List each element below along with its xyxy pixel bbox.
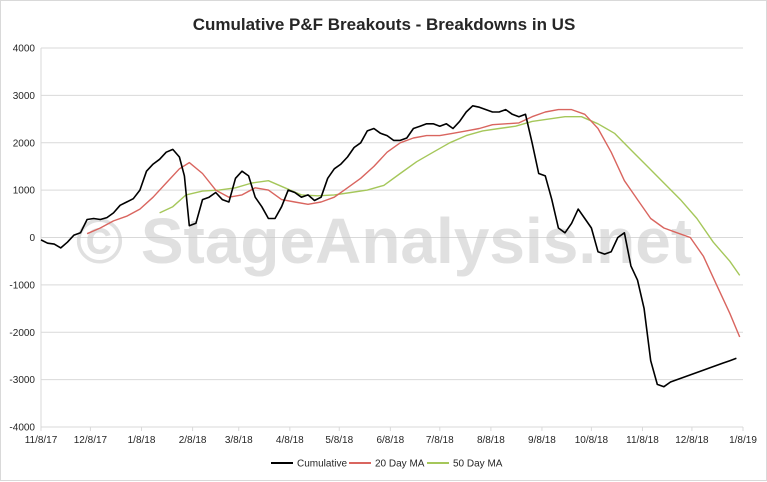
y-tick-label: 4000 [13,44,36,55]
legend-label-cumulative: Cumulative [297,459,347,470]
x-tick-label: 9/8/18 [528,435,556,446]
y-tick-label: 3000 [13,91,36,102]
y-tick-label: -4000 [9,423,35,434]
x-tick-label: 11/8/17 [25,435,58,446]
axes [40,48,744,431]
y-tick-label: 1000 [13,186,36,197]
series-line-cumulative [40,105,737,388]
y-tick-label: -2000 [9,328,35,339]
y-tick-label: -3000 [9,375,35,386]
x-tick-label: 2/8/18 [179,435,207,446]
legend: Cumulative 20 Day MA 50 Day MA [271,459,503,470]
x-tick-label: 1/8/18 [128,435,156,446]
x-tick-label: 1/8/19 [729,435,757,446]
x-tick-label: 12/8/18 [675,435,709,446]
series-line-50-day-ma [159,115,741,276]
series-line-20-day-ma [86,108,741,338]
y-tick-label: 2000 [13,138,36,149]
y-axis-tick-labels: 4000 3000 2000 1000 0 -1000 -2000 -3000 -4000 [9,44,35,434]
y-tick-label: -1000 [9,280,35,291]
series-lines [40,105,741,388]
x-tick-label: 11/8/18 [626,435,659,446]
x-axis-tick-labels: 11/8/17 12/8/17 1/8/18 2/8/18 3/8/18 4/8/18 5/… [25,435,758,446]
x-tick-label: 3/8/18 [225,435,253,446]
legend-label-20-day-ma: 20 Day MA [375,459,425,470]
x-tick-label: 6/8/18 [376,435,404,446]
x-tick-label: 8/8/18 [477,435,505,446]
x-tick-label: 7/8/18 [426,435,454,446]
x-tick-label: 10/8/18 [575,435,609,446]
x-tick-label: 4/8/18 [276,435,304,446]
watermark-text: © StageAnalysis.net [76,205,692,277]
chart-title: Cumulative P&F Breakouts - Breakdowns in… [193,15,576,34]
y-tick-label: 0 [29,233,35,244]
x-tick-label: 5/8/18 [325,435,353,446]
legend-label-50-day-ma: 50 Day MA [453,459,503,470]
x-tick-label: 12/8/17 [74,435,108,446]
